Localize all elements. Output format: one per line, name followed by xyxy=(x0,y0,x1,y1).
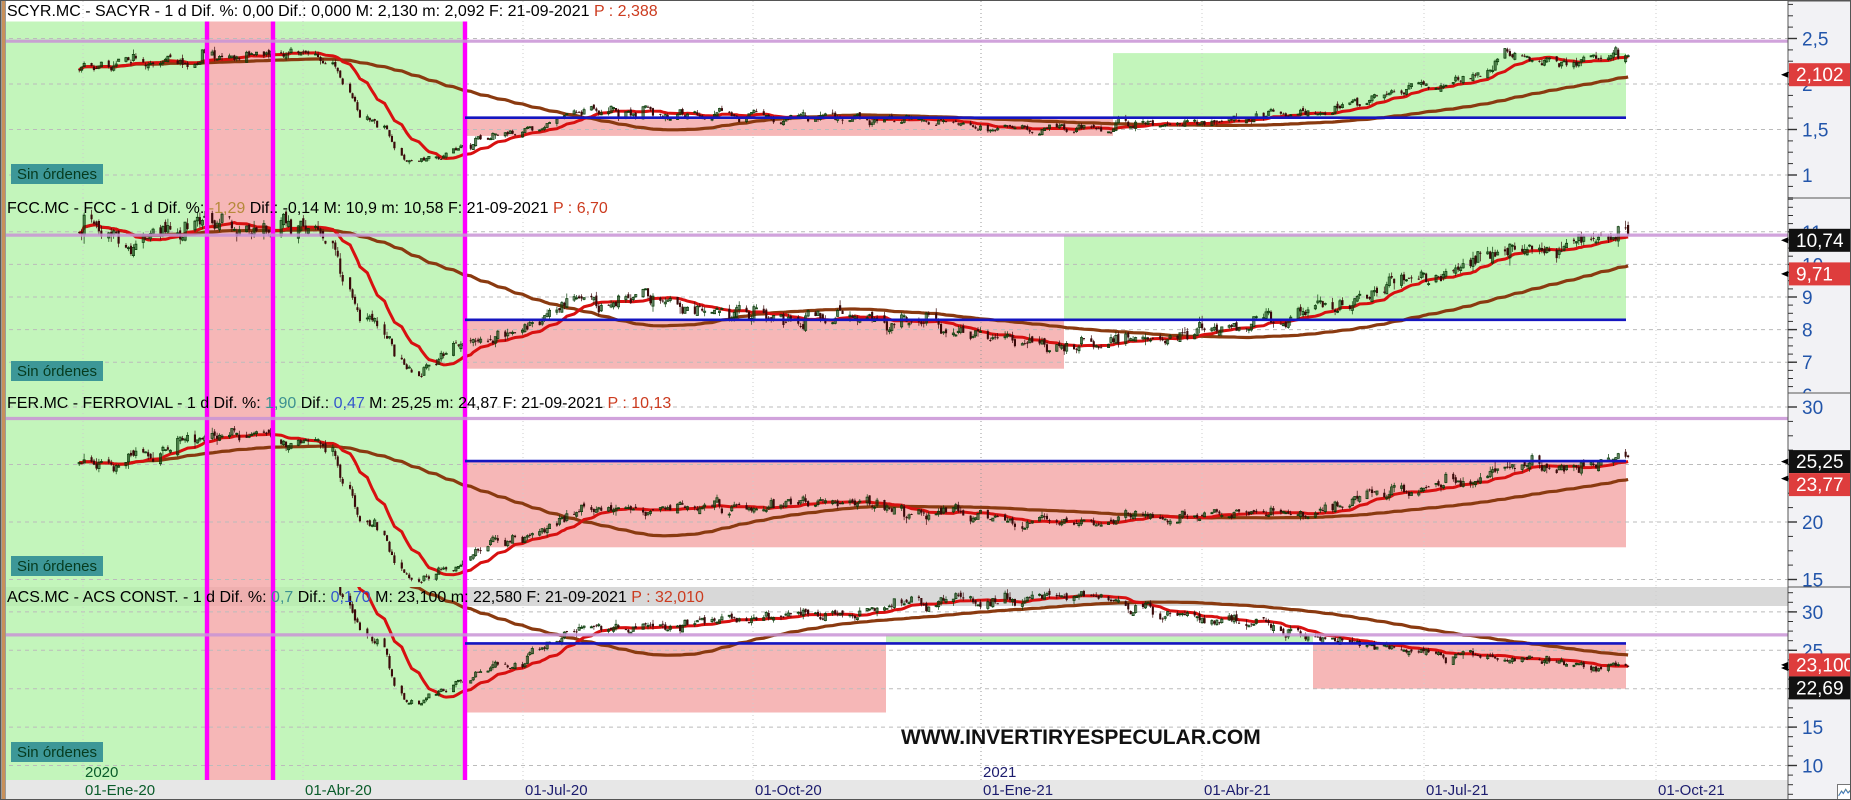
svg-text:1: 1 xyxy=(1802,166,1813,187)
svg-text:22,69: 22,69 xyxy=(1796,678,1844,699)
svg-text:20: 20 xyxy=(1802,513,1823,534)
svg-text:30: 30 xyxy=(1802,398,1823,419)
svg-text:23,77: 23,77 xyxy=(1796,475,1844,496)
svg-text:2,5: 2,5 xyxy=(1802,30,1828,51)
svg-text:8: 8 xyxy=(1802,321,1813,342)
svg-text:2,102: 2,102 xyxy=(1796,65,1844,86)
svg-text:6: 6 xyxy=(1802,386,1813,393)
svg-text:7: 7 xyxy=(1802,353,1813,374)
svg-text:9,71: 9,71 xyxy=(1796,264,1833,285)
svg-text:23,100: 23,100 xyxy=(1796,655,1851,676)
svg-text:15: 15 xyxy=(1802,571,1823,588)
svg-text:25,25: 25,25 xyxy=(1796,452,1844,473)
svg-text:9: 9 xyxy=(1802,288,1813,309)
svg-text:10: 10 xyxy=(1802,757,1823,778)
svg-text:1,5: 1,5 xyxy=(1802,121,1828,142)
svg-text:15: 15 xyxy=(1802,718,1823,739)
svg-text:30: 30 xyxy=(1802,603,1823,624)
svg-text:10,74: 10,74 xyxy=(1796,231,1844,252)
